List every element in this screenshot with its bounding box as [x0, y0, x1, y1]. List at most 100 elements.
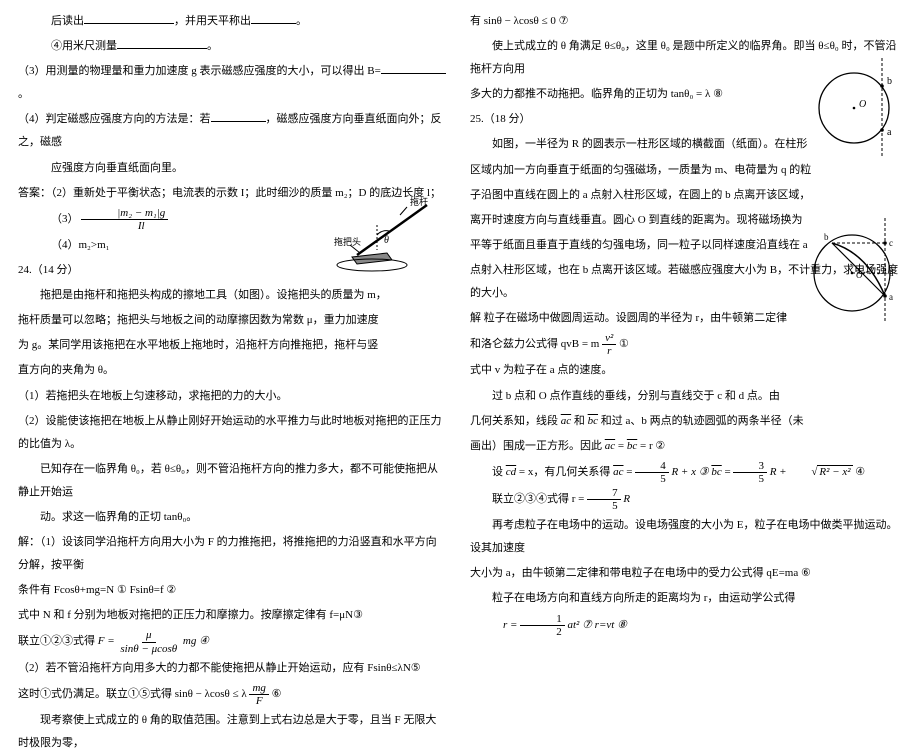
- denominator: 2: [520, 626, 565, 638]
- overline-bc: bc: [627, 440, 637, 452]
- text: 直方向的夹角为 θ。: [18, 364, 114, 376]
- text: 如图，一半径为 R 的圆表示一柱形区域的横截面（纸面）。在柱形: [492, 138, 807, 150]
- numerator: v²: [602, 332, 616, 345]
- text: 现考察使上式成立的 θ 角的取值范围。注意到上式右边总是大于零，且当 F 无限大…: [18, 714, 436, 749]
- text: （2）设能使该拖把在地板上从静止刚好开始运动的水平推力与此时地板对拖把的正压力的…: [18, 415, 442, 450]
- overline-ac: ac: [561, 415, 571, 427]
- O-label: O: [859, 99, 866, 110]
- overline-bc: bc: [588, 415, 598, 427]
- text: 再考虑粒子在电场中的运动。设电场强度的大小为 E，粒子在电场中做类平抛运动。设其…: [470, 519, 897, 554]
- blank: [251, 23, 296, 24]
- text: 应强度方向垂直纸面向里。: [51, 162, 183, 174]
- fraction: 35: [733, 460, 767, 485]
- denominator: 5: [587, 500, 621, 512]
- text: =: [626, 466, 635, 478]
- text: 画出）围成一正方形。因此: [470, 440, 605, 452]
- text: 过 b 点和 O 点作直线的垂线，分别与直线交于 c 和 d 点。由: [492, 390, 780, 402]
- radicand: R² − x²: [817, 465, 852, 478]
- numerator: mg: [249, 682, 268, 695]
- text: ⑥: [272, 688, 282, 700]
- denominator: r: [604, 345, 614, 357]
- text: r =: [503, 619, 520, 631]
- numerator: 3: [733, 460, 767, 473]
- denominator: F: [253, 695, 266, 707]
- d-label: d: [889, 268, 894, 278]
- text: 后读出: [51, 15, 84, 27]
- text: at² ⑦ r=vt ⑧: [567, 619, 626, 631]
- denominator: 5: [635, 473, 669, 485]
- denominator: 5: [733, 473, 767, 485]
- text: 。: [296, 15, 307, 27]
- a-label: a: [887, 127, 892, 138]
- line: 拖把是由拖杆和拖把头构成的擦地工具（如图）。设拖把头的质量为 m，: [18, 284, 446, 307]
- text: 解：（1）设该同学沿拖杆方向用大小为 F 的力推拖把，将推拖把的力沿竖直和水平方…: [18, 536, 437, 571]
- line: r = 12 at² ⑦ r=vt ⑧: [470, 613, 902, 638]
- line: 联立①②③式得 F = μ sinθ − μcosθ mg ④: [18, 629, 446, 654]
- fraction: 75: [587, 487, 621, 512]
- line: 画出）围成一正方形。因此 ac = bc = r ②: [470, 435, 902, 458]
- text: 多大的力都推不动拖把。临界角的正切为 tanθ₀ = λ ⑧: [470, 88, 723, 100]
- line: 几何关系知，线段 ac 和 bc 和过 a、b 两点的轨迹圆弧的两条半径（未: [470, 410, 902, 433]
- text: 有 sinθ − λcosθ ≤ 0 ⑦: [470, 15, 568, 27]
- line: 子沿图中直线在圆上的 a 点射入柱形区域，在圆上的 b 点离开该区域，: [470, 184, 902, 207]
- text: 这时①式仍满足。联立①⑤式得 sinθ − λcosθ ≤ λ: [18, 688, 249, 700]
- line: 后读出，并用天平称出。: [18, 10, 446, 33]
- line: 现考察使上式成立的 θ 角的取值范围。注意到上式右边总是大于零，且当 F 无限大…: [18, 709, 446, 755]
- text: 区域内加一方向垂直于纸面的匀强磁场，一质量为 m、电荷量为 q 的粒: [470, 164, 811, 176]
- text: 25.（18 分）: [470, 113, 531, 125]
- numerator: 4: [635, 460, 669, 473]
- F-equals: F =: [98, 636, 118, 648]
- fraction: 12: [520, 613, 565, 638]
- c-label: c: [889, 238, 893, 248]
- text: ①: [619, 338, 629, 350]
- overline-cd: cd: [506, 466, 516, 478]
- text: 解 粒子在磁场中做圆周运动。设圆周的半径为 r，由牛顿第二定律: [470, 312, 787, 324]
- blank: [117, 48, 207, 49]
- line: （2）设能使该拖把在地板上从静止刚好开始运动的水平推力与此时地板对拖把的正压力的…: [18, 410, 446, 456]
- text: ④: [855, 466, 865, 478]
- line: 解：（1）设该同学沿拖杆方向用大小为 F 的力推拖把，将推拖把的力沿竖直和水平方…: [18, 531, 446, 577]
- text: 和: [574, 415, 588, 427]
- fraction: v² r: [602, 332, 616, 357]
- drag-tool-figure: θ 拖杆 拖把头: [332, 195, 442, 275]
- line: （4）判定磁感应强度方向的方法是：若，磁感应强度方向垂直纸面向外；反之，磁感: [18, 108, 446, 154]
- text: 联立②③④式得 r =: [492, 493, 587, 505]
- numerator: 7: [587, 487, 621, 500]
- text: 和洛仑兹力公式得 qvB = m: [470, 338, 599, 350]
- text: 24.（14 分）: [18, 264, 79, 276]
- text: 条件有 Fcosθ+mg=N ① Fsinθ=f ②: [18, 584, 176, 596]
- text: 和过 a、b 两点的轨迹圆弧的两条半径（未: [601, 415, 804, 427]
- line: 这时①式仍满足。联立①⑤式得 sinθ − λcosθ ≤ λ mg F ⑥: [18, 682, 446, 707]
- line: （1）若拖把头在地板上匀速移动，求拖把的力的大小。: [18, 385, 446, 408]
- numerator: μ: [142, 629, 156, 642]
- text: 离开时速度方向与直线垂直。圆心 O 到直线的距离为。现将磁场换为: [470, 214, 802, 226]
- numerator: |m₂ − m₁|g: [81, 207, 168, 220]
- text: ④用米尺测量: [51, 40, 117, 52]
- denominator: Il: [102, 220, 148, 232]
- text: =: [724, 466, 733, 478]
- line: 应强度方向垂直纸面向里。: [18, 157, 446, 180]
- text: R + x ③: [671, 466, 711, 478]
- blank: [211, 121, 266, 122]
- text: R +: [770, 466, 790, 478]
- line: 和洛仑兹力公式得 qvB = m v² r ①: [470, 332, 902, 357]
- right-column: 有 sinθ − λcosθ ≤ 0 ⑦ 使上式成立的 θ 角满足 θ≤θ₀，这…: [460, 0, 920, 650]
- text: 。: [207, 40, 218, 52]
- text: 拖把是由拖杆和拖把头构成的擦地工具（如图）。设拖把头的质量为 m，: [40, 289, 387, 301]
- text: = x，有几何关系得: [519, 466, 613, 478]
- left-column: 后读出，并用天平称出。 ④用米尺测量。 （3）用测量的物理量和重力加速度 g 表…: [0, 0, 460, 650]
- line: 条件有 Fcosθ+mg=N ① Fsinθ=f ②: [18, 579, 446, 602]
- overline-ac: ac: [613, 466, 623, 478]
- line: 拖杆质量可以忽略；拖把头与地板之间的动摩擦因数为常数 μ，重力加速度: [18, 309, 446, 332]
- line: 联立②③④式得 r = 75 R: [470, 487, 902, 512]
- line: ④用米尺测量 。: [18, 35, 446, 58]
- angle-label: θ: [384, 235, 389, 246]
- fraction: μ sinθ − μcosθ: [117, 629, 180, 654]
- line: 式中 N 和 f 分别为地板对拖把的正压力和摩擦力。按摩擦定律有 f=μN③: [18, 604, 446, 627]
- fraction: 45: [635, 460, 669, 485]
- blank: [381, 73, 446, 74]
- line: 过 b 点和 O 点作直线的垂线，分别与直线交于 c 和 d 点。由: [470, 385, 902, 408]
- text: 粒子在电场方向和直线方向所走的距离均为 r，由运动学公式得: [492, 592, 795, 604]
- line: 粒子在电场方向和直线方向所走的距离均为 r，由运动学公式得: [470, 587, 902, 610]
- line: 设 cd = x，有几何关系得 ac = 45 R + x ③ bc = 35 …: [470, 460, 902, 485]
